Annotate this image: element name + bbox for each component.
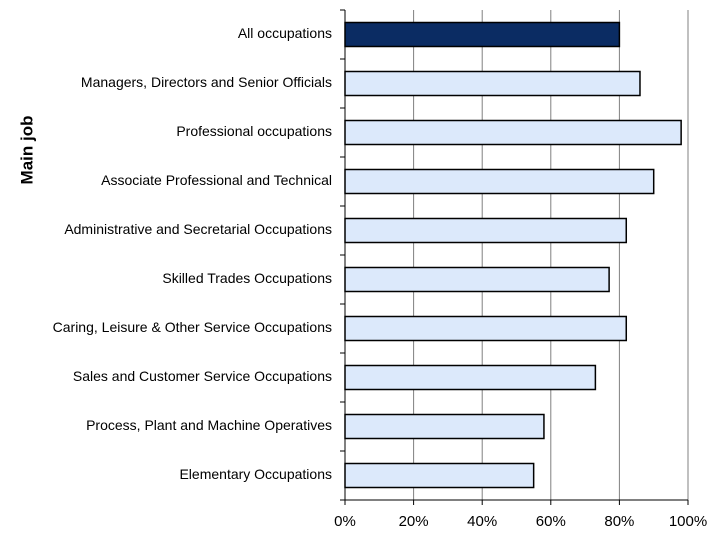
bar (344, 413, 545, 440)
y-tick-label: Associate Professional and Technical (101, 172, 332, 188)
bar (344, 266, 610, 293)
y-tick-label: All occupations (238, 25, 332, 41)
y-tick-label: Process, Plant and Machine Operatives (86, 417, 332, 433)
x-tick-label: 40% (467, 513, 497, 530)
bar (344, 364, 597, 391)
y-tick-label: Skilled Trades Occupations (162, 270, 332, 286)
y-tick-label: Managers, Directors and Senior Officials (81, 74, 332, 90)
x-tick-label: 80% (604, 513, 634, 530)
y-axis-title: Main job (17, 116, 36, 185)
bar (344, 217, 628, 244)
y-tick-label: Sales and Customer Service Occupations (73, 368, 332, 384)
bar (344, 70, 641, 97)
bar (344, 315, 628, 342)
bar (344, 119, 682, 146)
bar (344, 21, 621, 48)
x-tick-label: 0% (334, 513, 356, 530)
y-tick-label: Professional occupations (176, 123, 332, 139)
x-tick-label: 20% (399, 513, 429, 530)
x-tick-label: 60% (536, 513, 566, 530)
bar (344, 462, 535, 489)
bar (344, 168, 655, 195)
y-tick-label: Administrative and Secretarial Occupatio… (64, 221, 332, 237)
y-tick-label: Caring, Leisure & Other Service Occupati… (53, 319, 332, 335)
x-tick-label: 100% (669, 513, 707, 530)
y-tick-label: Elementary Occupations (179, 466, 332, 482)
